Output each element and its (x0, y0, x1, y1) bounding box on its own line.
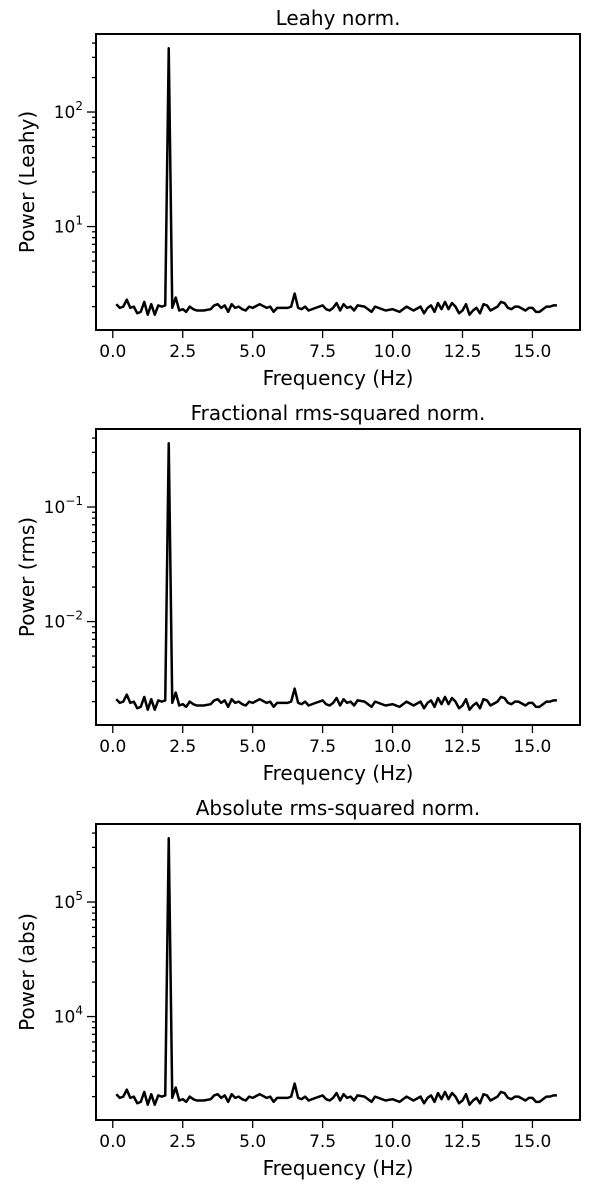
chart-panel-2: Fractional rms-squared norm. 10−2 10−1 0.0 2… (15, 401, 581, 785)
x-tick-label: 2.5 (169, 1132, 196, 1152)
y-tick-label: 101 (54, 214, 83, 238)
plot-frame (95, 823, 581, 1121)
x-tick-label: 2.5 (169, 737, 196, 757)
chart-title: Absolute rms-squared norm. (196, 796, 481, 820)
x-tick-label: 12.5 (444, 737, 482, 757)
power-spectrum-line (115, 442, 557, 711)
y-axis-label: Power (Leahy) (15, 111, 39, 253)
power-spectrum-line (115, 47, 557, 316)
x-tick-label: 5.0 (239, 1132, 266, 1152)
x-tick-label: 7.5 (309, 342, 336, 362)
chart-panel-3: Absolute rms-squared norm. 104 105 0.0 2.5 5.… (15, 796, 581, 1180)
x-axis-label: Frequency (Hz) (263, 1156, 414, 1180)
chart-title: Leahy norm. (276, 6, 401, 30)
chart-panel-1: Leahy norm. 101 102 0.0 2.5 5.0 7.5 10.0 12.5 15.… (15, 6, 581, 390)
plot-frame (95, 33, 581, 331)
power-spectrum-line (115, 837, 557, 1106)
x-tick-label: 15.0 (514, 737, 552, 757)
x-tick-label: 5.0 (239, 342, 266, 362)
x-tick-label: 0.0 (99, 737, 126, 757)
x-tick-label: 7.5 (309, 1132, 336, 1152)
x-axis-label: Frequency (Hz) (263, 761, 414, 785)
y-tick-label: 10−2 (44, 609, 83, 633)
y-axis-label: Power (rms) (15, 517, 39, 637)
x-tick-label: 12.5 (444, 342, 482, 362)
chart-title: Fractional rms-squared norm. (191, 401, 486, 425)
y-tick-label: 102 (54, 99, 83, 123)
x-tick-label: 0.0 (99, 342, 126, 362)
x-tick-label: 7.5 (309, 737, 336, 757)
y-axis-label: Power (abs) (15, 913, 39, 1031)
x-tick-label: 5.0 (239, 737, 266, 757)
x-tick-label: 10.0 (374, 342, 412, 362)
x-tick-label: 0.0 (99, 1132, 126, 1152)
plot-frame (95, 428, 581, 726)
x-tick-label: 12.5 (444, 1132, 482, 1152)
x-axis-label: Frequency (Hz) (263, 366, 414, 390)
y-tick-label: 105 (54, 889, 83, 913)
y-tick-label: 104 (54, 1004, 83, 1028)
x-tick-label: 10.0 (374, 737, 412, 757)
x-tick-label: 2.5 (169, 342, 196, 362)
x-tick-label: 15.0 (514, 1132, 552, 1152)
x-tick-label: 15.0 (514, 342, 552, 362)
y-tick-label: 10−1 (44, 494, 83, 518)
x-tick-label: 10.0 (374, 1132, 412, 1152)
